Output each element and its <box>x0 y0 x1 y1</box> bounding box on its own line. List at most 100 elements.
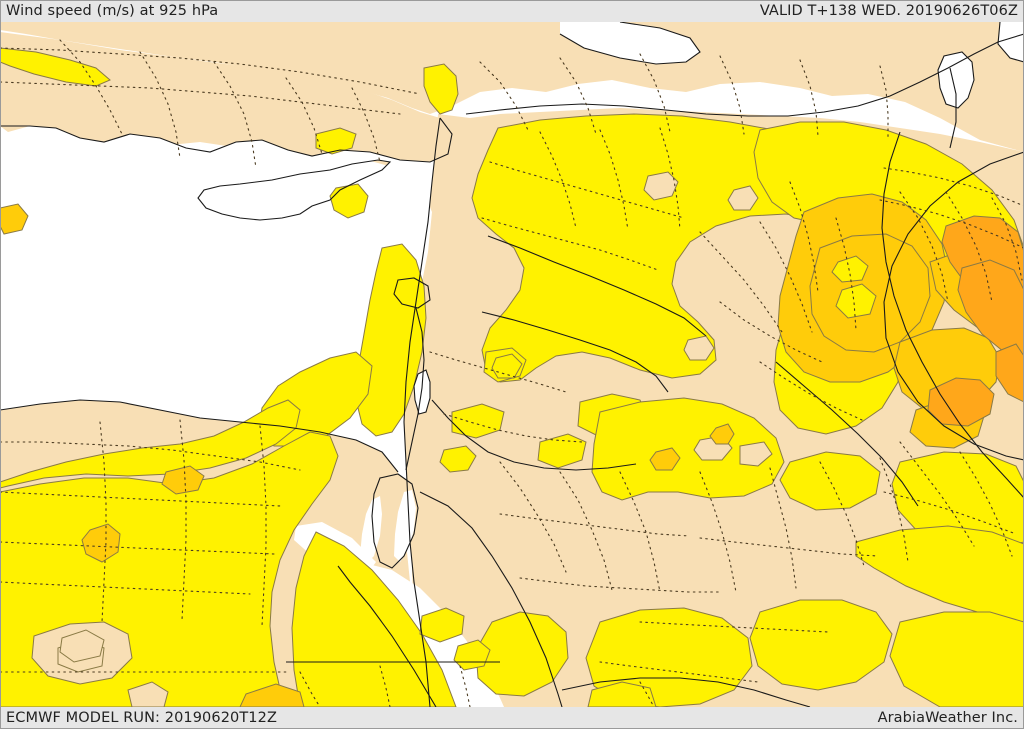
wind-contour-level-3 <box>927 215 1024 427</box>
contour-a-syria-dot <box>649 447 681 471</box>
coast-sinai-west <box>371 473 419 569</box>
admin-sudan-3 <box>459 665 471 707</box>
contour-y-syria-hole-2 <box>727 185 759 211</box>
contour-y-nejd-4 <box>439 445 477 473</box>
admin-syria-2 <box>599 129 629 231</box>
admin-syria-1 <box>539 131 577 229</box>
admin-iran-s-2 <box>959 451 1013 557</box>
coast-red-sea-east <box>419 491 563 707</box>
contour-a-sinai-small <box>161 465 205 495</box>
gulf-of-suez <box>360 496 382 564</box>
admin-egypt-6 <box>0 441 301 471</box>
coastline-layer <box>0 22 1024 707</box>
land-anatolia-north <box>0 22 1024 152</box>
admin-arabia-e-2 <box>879 457 909 563</box>
national-border-layer <box>286 33 1024 707</box>
admin-border-layer <box>0 39 1024 707</box>
admin-saudi-3 <box>619 471 661 593</box>
admin-east-turkey-5 <box>799 59 819 137</box>
contour-y-yemen-3 <box>889 611 1024 707</box>
contour-a-nejd-dot <box>709 423 735 445</box>
header-bar: Wind speed (m/s) at 925 hPa VALID T+138 … <box>0 0 1024 22</box>
contour-y-nafrica-hole-4 <box>127 681 169 707</box>
admin-turkey-5 <box>351 87 381 163</box>
wind-speed-contour-map[interactable] <box>0 22 1024 707</box>
admin-yemen-2 <box>639 681 655 707</box>
admin-turkey-3 <box>213 61 257 169</box>
border-lebanon <box>393 277 431 309</box>
admin-egypt-2 <box>0 541 275 555</box>
border-iraq-iran <box>881 131 1024 499</box>
coast-egypt-med <box>0 399 399 473</box>
map-canvas[interactable] <box>0 22 1024 707</box>
contour-y-gulf-south <box>779 451 881 511</box>
admin-saudi-8 <box>699 537 879 557</box>
admin-turkey-horiz-2 <box>0 47 421 95</box>
border-iraq-saudi <box>775 361 919 507</box>
coast-caspian <box>997 22 1024 63</box>
caspian-sea-edge <box>998 22 1024 62</box>
admin-east-turkey-4 <box>719 55 745 135</box>
contour-a-gulf-hole-1 <box>831 255 869 283</box>
admin-iran-s-3 <box>883 491 1017 535</box>
contour-y-red-sea <box>291 531 457 707</box>
coast-black-sea <box>559 22 701 65</box>
contour-y-cyprus-ne <box>329 183 369 219</box>
admin-iraq-4 <box>699 231 783 333</box>
admin-egypt-3 <box>99 421 107 623</box>
contour-y-sudan-1 <box>419 607 465 643</box>
admin-libya-1 <box>0 581 251 595</box>
contour-y-nejd-2 <box>537 433 587 469</box>
border-turkey-iran-ne <box>949 67 957 149</box>
admin-sudan-2 <box>379 665 391 707</box>
border-syria-iraq <box>487 235 707 337</box>
footer-bar: ECMWF MODEL RUN: 20190620T12Z ArabiaWeat… <box>0 707 1024 729</box>
coast-arabian-gulf <box>883 151 1024 461</box>
admin-syria-4 <box>489 161 685 219</box>
admin-arabia-e-1 <box>819 461 865 567</box>
contour-y-nafrica-hole-5 <box>59 629 105 663</box>
admin-jordan-1 <box>429 351 567 393</box>
admin-saudi-4 <box>499 513 691 537</box>
admin-jordan-2 <box>443 413 583 443</box>
admin-iran-horiz-1 <box>883 167 1024 207</box>
lake-urmia <box>938 52 974 108</box>
page-title: Wind speed (m/s) at 925 hPa <box>6 3 219 19</box>
admin-iran-s-1 <box>899 441 975 547</box>
contour-y-antakya <box>315 127 357 155</box>
contour-o-gulf-sliver <box>995 343 1024 403</box>
border-syria-jordan <box>481 311 669 393</box>
dead-sea <box>414 370 430 414</box>
coast-lake-urmia <box>937 51 975 109</box>
contour-a-gulf-hole-2 <box>835 283 877 319</box>
contour-y-levant-coast <box>355 243 427 437</box>
contour-y-central-arabia <box>591 397 785 501</box>
admin-yemen-1 <box>599 661 759 683</box>
admin-turkey-4 <box>285 77 323 155</box>
admin-turkey-2 <box>139 51 181 159</box>
coast-levant <box>403 117 441 707</box>
model-run-label: ECMWF MODEL RUN: 20190620T12Z <box>6 710 277 726</box>
admin-saudi-6 <box>699 471 737 593</box>
contour-y-central-arabia-hole-2 <box>739 441 773 467</box>
admin-turkey-1 <box>59 39 123 135</box>
admin-iraq-6 <box>759 361 863 421</box>
border-jordan-saudi <box>431 399 637 471</box>
wind-contour-level-1 <box>0 47 1024 707</box>
sea-black-sea <box>560 22 700 64</box>
coast-dead-sea <box>413 369 431 415</box>
contour-y-nafrica-upper <box>0 399 301 489</box>
admin-egypt-1 <box>0 491 281 507</box>
gulf-of-aqaba <box>394 490 416 562</box>
contour-y-yemen-2 <box>749 599 893 691</box>
contour-y-arabia-sw <box>587 681 657 707</box>
admin-iraq-1 <box>789 181 819 293</box>
contour-y-red-sea-east <box>475 611 569 697</box>
admin-east-turkey-6 <box>879 65 889 139</box>
admin-iran-horiz-2 <box>879 199 1024 249</box>
valid-time-label: VALID T+138 WED. 20190626T06Z <box>759 3 1018 19</box>
admin-east-turkey-1 <box>479 61 529 131</box>
attribution-label: ArabiaWeather Inc. <box>877 710 1018 726</box>
admin-east-turkey-3 <box>639 53 671 133</box>
